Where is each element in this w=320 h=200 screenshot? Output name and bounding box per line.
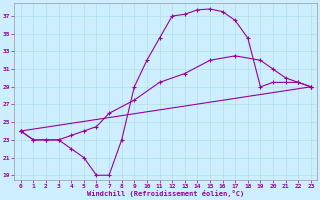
- X-axis label: Windchill (Refroidissement éolien,°C): Windchill (Refroidissement éolien,°C): [87, 190, 244, 197]
